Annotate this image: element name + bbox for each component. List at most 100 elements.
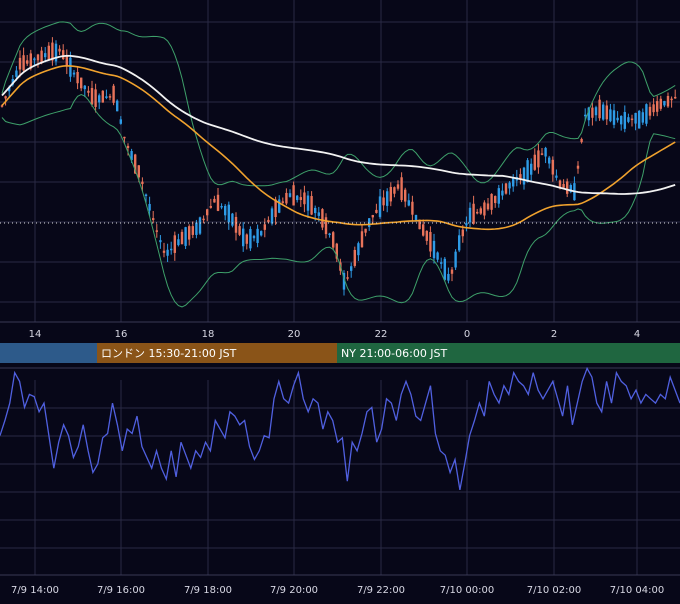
candle-body	[454, 252, 456, 268]
candle-body	[120, 119, 122, 123]
candle-body	[372, 215, 374, 217]
candle-body	[314, 208, 316, 213]
candle-body	[141, 182, 143, 184]
candle-body	[397, 184, 399, 188]
candle-body	[26, 60, 28, 63]
candle-body	[318, 212, 320, 216]
candle-body	[264, 224, 266, 230]
candle-body	[476, 212, 478, 214]
candle-body	[433, 241, 435, 258]
candle-body	[202, 219, 204, 221]
price-x-tick-label: 16	[115, 329, 128, 340]
candle-body	[472, 204, 474, 224]
candle-body	[166, 250, 168, 256]
candle-body	[346, 277, 348, 279]
candle-body	[192, 226, 194, 235]
ma-long-line	[2, 56, 675, 194]
candle-body	[292, 185, 294, 205]
candle-body	[354, 250, 356, 266]
candle-body	[256, 229, 258, 243]
candle-body	[649, 107, 651, 116]
candle-body	[220, 206, 222, 208]
candle-body	[390, 187, 392, 202]
candle-body	[300, 197, 302, 200]
candle-body	[4, 96, 6, 98]
candle-body	[624, 112, 626, 129]
candle-body	[562, 184, 564, 188]
candle-body	[566, 181, 568, 193]
candle-body	[260, 231, 262, 235]
osc-x-tick-label: 7/9 16:00	[97, 585, 145, 596]
candle-body	[469, 208, 471, 223]
candle-body	[642, 112, 644, 122]
candle-body	[451, 270, 453, 274]
candle-body	[411, 202, 413, 215]
candle-body	[541, 153, 543, 155]
candle-body	[184, 227, 186, 246]
candle-body	[552, 160, 554, 175]
candle-body	[127, 146, 129, 148]
candle-body	[76, 72, 78, 83]
candle-body	[631, 119, 633, 121]
candle-body	[231, 214, 233, 226]
candle-body	[170, 249, 172, 251]
candle-body	[634, 113, 636, 124]
candle-body	[577, 166, 579, 169]
candle-body	[382, 197, 384, 205]
candle-body	[361, 231, 363, 247]
candle-body	[199, 217, 201, 233]
candle-body	[332, 232, 334, 247]
candle-body	[152, 218, 154, 220]
bollinger-upper	[2, 22, 675, 186]
candle-body	[440, 262, 442, 264]
price-x-tick-label: 18	[202, 329, 215, 340]
candle-body	[253, 236, 255, 238]
candle-body	[213, 199, 215, 203]
candle-body	[210, 206, 212, 208]
candle-body	[15, 71, 17, 77]
candle-body	[307, 196, 309, 211]
candle-body	[663, 101, 665, 105]
osc-x-tick-label: 7/9 18:00	[184, 585, 232, 596]
session-bar: ロンドン 15:30-21:00 JST NY 21:00-06:00 JST	[0, 343, 680, 363]
candle-body	[102, 91, 104, 103]
osc-x-tick-label: 7/9 22:00	[357, 585, 405, 596]
price-x-tick-label: 4	[634, 329, 640, 340]
candle-body	[325, 217, 327, 234]
candle-body	[426, 231, 428, 241]
session-label: ロンドン 15:30-21:00 JST	[101, 347, 237, 360]
candle-body	[98, 95, 100, 102]
oscillator-panel[interactable]	[0, 368, 680, 490]
candle-body	[483, 202, 485, 215]
osc-x-tick-label: 7/10 00:00	[440, 585, 494, 596]
candle-body	[66, 56, 68, 66]
candle-body	[602, 105, 604, 120]
candle-body	[458, 235, 460, 250]
candle-body	[667, 96, 669, 106]
candle-body	[112, 86, 114, 103]
candle-body	[310, 196, 312, 215]
candle-body	[408, 200, 410, 205]
candle-body	[109, 96, 111, 98]
candle-body	[105, 96, 107, 98]
candle-body	[422, 224, 424, 235]
candle-body	[652, 104, 654, 112]
candle-body	[62, 50, 64, 59]
price-panel[interactable]	[0, 22, 680, 307]
candle-body	[429, 232, 431, 251]
osc-x-tick-label: 7/10 04:00	[610, 585, 664, 596]
candle-body	[400, 177, 402, 200]
candle-body	[379, 196, 381, 216]
candle-body	[404, 190, 406, 202]
candle-body	[271, 208, 273, 223]
candle-body	[534, 155, 536, 170]
candle-body	[91, 88, 93, 104]
candle-body	[116, 101, 118, 112]
candle-body	[638, 111, 640, 129]
candle-body	[548, 158, 550, 164]
candle-body	[181, 232, 183, 244]
candle-body	[580, 139, 582, 142]
session-label: NY 21:00-06:00 JST	[341, 347, 448, 360]
